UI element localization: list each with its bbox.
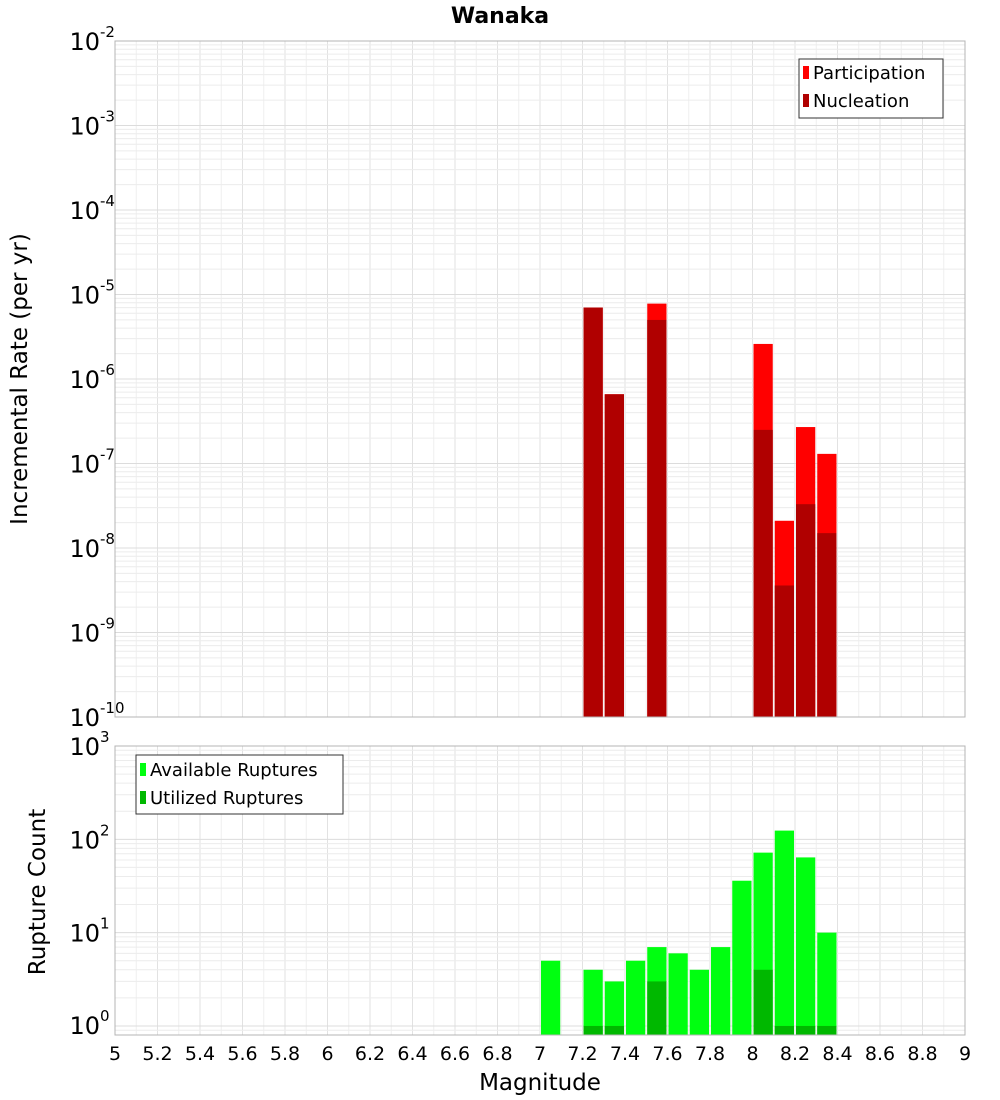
bottom-bar-utilized-ruptures <box>604 1025 624 1035</box>
x-tick-label: 5.8 <box>270 1043 300 1065</box>
bottom-bar-utilized-ruptures <box>753 969 773 1035</box>
x-tick-label: 6 <box>321 1043 333 1065</box>
bottom-bar-available-ruptures <box>689 969 709 1035</box>
legend-swatch-participation <box>803 66 809 79</box>
x-tick-label: 7.8 <box>695 1043 725 1065</box>
top-bar-nucleation <box>774 585 794 717</box>
top-legend-box <box>798 58 944 119</box>
bottom-y-tick-exponent: 3 <box>100 728 110 746</box>
x-tick-label: 8 <box>746 1043 758 1065</box>
bottom-legend: Available Ruptures Utilized Ruptures <box>135 754 344 815</box>
x-tick-label: 8.6 <box>865 1043 895 1065</box>
chart-title: Wanaka <box>451 4 549 29</box>
top-y-axis-label: Incremental Rate (per yr) <box>7 233 33 525</box>
top-gridlines <box>114 40 966 718</box>
x-tick-label: 7 <box>534 1043 546 1065</box>
top-bar-nucleation <box>583 307 603 717</box>
bottom-y-axis-label: Rupture Count <box>25 809 51 975</box>
bottom-bar-utilized-ruptures <box>647 981 667 1035</box>
top-y-tick-base: 10 <box>69 28 100 56</box>
top-y-tick-base: 10 <box>69 451 100 479</box>
top-bar-nucleation <box>604 394 624 717</box>
bottom-y-tick-base: 10 <box>69 920 100 948</box>
legend-label-nucleation: Nucleation <box>813 91 909 112</box>
top-y-tick-exponent: -3 <box>100 108 115 126</box>
bottom-y-tick-base: 10 <box>69 1012 100 1040</box>
top-y-tick-base: 10 <box>69 282 100 310</box>
x-tick-label: 5.6 <box>227 1043 257 1065</box>
bottom-bars <box>541 830 837 1035</box>
bottom-y-tick-exponent: 0 <box>100 1007 110 1025</box>
bottom-bar-available-ruptures <box>711 947 731 1035</box>
bottom-bar-available-ruptures <box>541 960 561 1035</box>
bottom-bar-available-ruptures <box>796 857 816 1035</box>
x-tick-label: 7.2 <box>567 1043 597 1065</box>
bottom-legend-box <box>135 754 344 815</box>
top-y-tick-exponent: -8 <box>100 530 115 548</box>
x-tick-label: 7.6 <box>652 1043 682 1065</box>
top-y-tick-base: 10 <box>69 197 100 225</box>
legend-label-utilized-ruptures: Utilized Ruptures <box>150 788 303 809</box>
legend-swatch-nucleation <box>803 94 809 107</box>
top-y-tick-labels: 10-210-310-410-510-610-710-810-910-10 <box>69 23 124 732</box>
top-bar-nucleation <box>796 504 816 717</box>
bottom-bar-available-ruptures <box>817 932 837 1035</box>
top-legend: Participation Nucleation <box>798 58 944 119</box>
x-tick-label: 5.4 <box>185 1043 215 1065</box>
bottom-bar-available-ruptures <box>626 960 646 1035</box>
x-tick-labels: 5 5.2 5.4 5.6 5.8 6 6.2 6.4 6.6 6.8 7 7.2 7.4 7.6 7.8 8… <box>109 1043 971 1065</box>
top-y-tick-exponent: -9 <box>100 615 115 633</box>
x-tick-label: 5.2 <box>142 1043 172 1065</box>
top-y-tick-base: 10 <box>69 366 100 394</box>
x-tick-label: 6.4 <box>397 1043 427 1065</box>
top-y-tick-exponent: -6 <box>100 361 115 379</box>
bottom-bar-utilized-ruptures <box>774 1025 794 1035</box>
top-y-tick-base: 10 <box>69 620 100 648</box>
legend-label-participation: Participation <box>813 63 925 84</box>
top-y-tick-exponent: -4 <box>100 192 115 210</box>
top-plot-frame <box>114 40 966 718</box>
bottom-bar-utilized-ruptures <box>796 1025 816 1035</box>
bottom-bar-available-ruptures <box>732 880 752 1035</box>
x-tick-label: 6.8 <box>482 1043 512 1065</box>
bottom-y-tick-base: 10 <box>69 826 100 854</box>
top-bars <box>583 303 837 717</box>
x-tick-label: 9 <box>959 1043 971 1065</box>
top-y-tick-exponent: -2 <box>100 23 115 41</box>
top-y-tick-exponent: -7 <box>100 446 115 464</box>
bottom-plot-frame <box>114 745 966 1036</box>
bottom-bar-available-ruptures <box>604 981 624 1035</box>
bottom-y-tick-exponent: 1 <box>100 915 110 933</box>
legend-swatch-available-ruptures <box>140 763 146 776</box>
top-bar-nucleation <box>647 319 667 717</box>
bottom-y-tick-base: 10 <box>69 733 100 761</box>
bottom-bar-utilized-ruptures <box>817 1025 837 1035</box>
top-y-tick-base: 10 <box>69 113 100 141</box>
top-y-tick-exponent: -10 <box>100 699 125 717</box>
x-tick-label: 6.6 <box>440 1043 470 1065</box>
bottom-y-tick-exponent: 2 <box>100 821 110 839</box>
x-tick-label: 8.2 <box>780 1043 810 1065</box>
bottom-bar-available-ruptures <box>583 969 603 1035</box>
legend-label-available-ruptures: Available Ruptures <box>150 760 318 781</box>
bottom-bar-available-ruptures <box>668 953 688 1035</box>
top-y-tick-base: 10 <box>69 535 100 563</box>
x-axis-label: Magnitude <box>479 1070 601 1096</box>
x-tick-label: 8.4 <box>822 1043 852 1065</box>
x-tick-label: 8.8 <box>907 1043 937 1065</box>
top-y-tick-exponent: -5 <box>100 277 115 295</box>
top-bar-nucleation <box>753 429 773 717</box>
x-tick-label: 7.4 <box>610 1043 640 1065</box>
top-bar-nucleation <box>817 533 837 717</box>
x-tick-label: 5 <box>109 1043 121 1065</box>
bottom-bar-utilized-ruptures <box>583 1025 603 1035</box>
legend-swatch-utilized-ruptures <box>140 791 146 804</box>
bottom-bar-available-ruptures <box>774 830 794 1035</box>
top-y-tick-base: 10 <box>69 704 100 732</box>
x-tick-label: 6.2 <box>355 1043 385 1065</box>
